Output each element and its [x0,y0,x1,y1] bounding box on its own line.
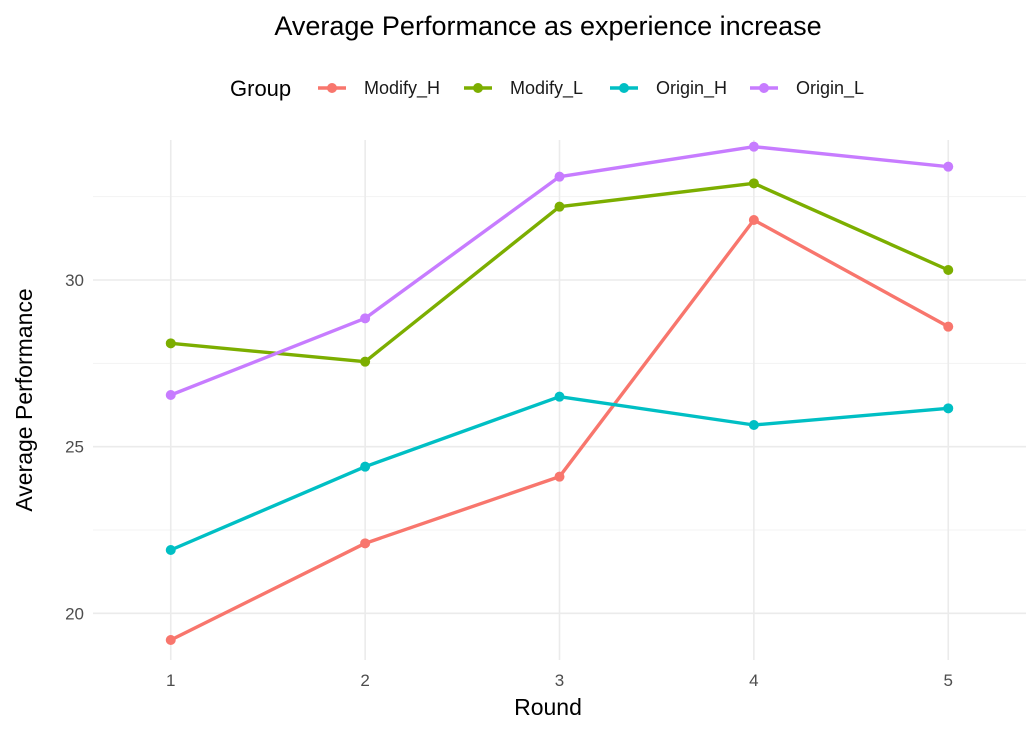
y-axis-ticks: 20 25 30 [65,271,84,623]
x-tick-label: 4 [749,671,758,690]
data-point-origin-h [360,461,371,472]
data-point-origin-l [554,171,565,182]
legend-label: Modify_L [510,78,583,99]
data-point-origin-h [554,391,565,402]
series-origin-h [165,391,954,555]
legend-key-point [327,83,337,93]
data-point-modify-h [943,321,954,332]
data-point-modify-h [360,538,371,549]
data-point-origin-l [748,141,759,152]
x-tick-label: 1 [166,671,175,690]
series-modify-h [165,215,954,645]
data-point-modify-l [165,338,176,349]
legend-item-origin-l: Origin_L [750,78,864,99]
legend-key-point [619,83,629,93]
y-tick-label: 20 [65,604,84,623]
series-origin-l [165,141,954,400]
x-tick-label: 2 [360,671,369,690]
data-point-modify-l [554,201,565,212]
data-point-origin-h [943,403,954,414]
data-point-modify-h [165,635,176,645]
y-axis-title: Average Performance [11,288,37,511]
legend-label: Modify_H [364,78,440,99]
data-point-origin-l [360,313,371,324]
legend-item-modify-l: Modify_L [464,78,583,99]
legend-item-modify-h: Modify_H [318,78,440,99]
data-point-origin-l [165,390,176,400]
data-point-origin-h [165,545,176,555]
x-tick-label: 5 [944,671,953,690]
series-layer [165,141,954,645]
data-point-modify-l [748,178,759,189]
data-point-modify-l [943,265,954,275]
data-point-modify-h [554,471,565,482]
legend-label: Origin_H [656,78,727,99]
legend-item-origin-h: Origin_H [610,78,727,99]
chart-title: Average Performance as experience increa… [274,11,821,41]
legend-key-point [759,83,769,93]
data-point-origin-h [748,420,759,430]
legend-title: Group [230,76,291,101]
data-point-origin-l [943,161,954,172]
y-tick-label: 25 [65,438,84,457]
legend: Group Modify_H Modify_L Origin_H Origin_L [230,76,864,101]
x-axis-title: Round [514,694,582,720]
x-tick-label: 3 [555,671,564,690]
y-tick-label: 30 [65,271,84,290]
legend-key-point [473,83,483,93]
x-axis-ticks: 1 2 3 4 5 [166,671,953,690]
series-modify-l [165,178,954,367]
data-point-modify-l [360,356,371,367]
legend-label: Origin_L [796,78,864,99]
data-point-modify-h [748,215,759,225]
